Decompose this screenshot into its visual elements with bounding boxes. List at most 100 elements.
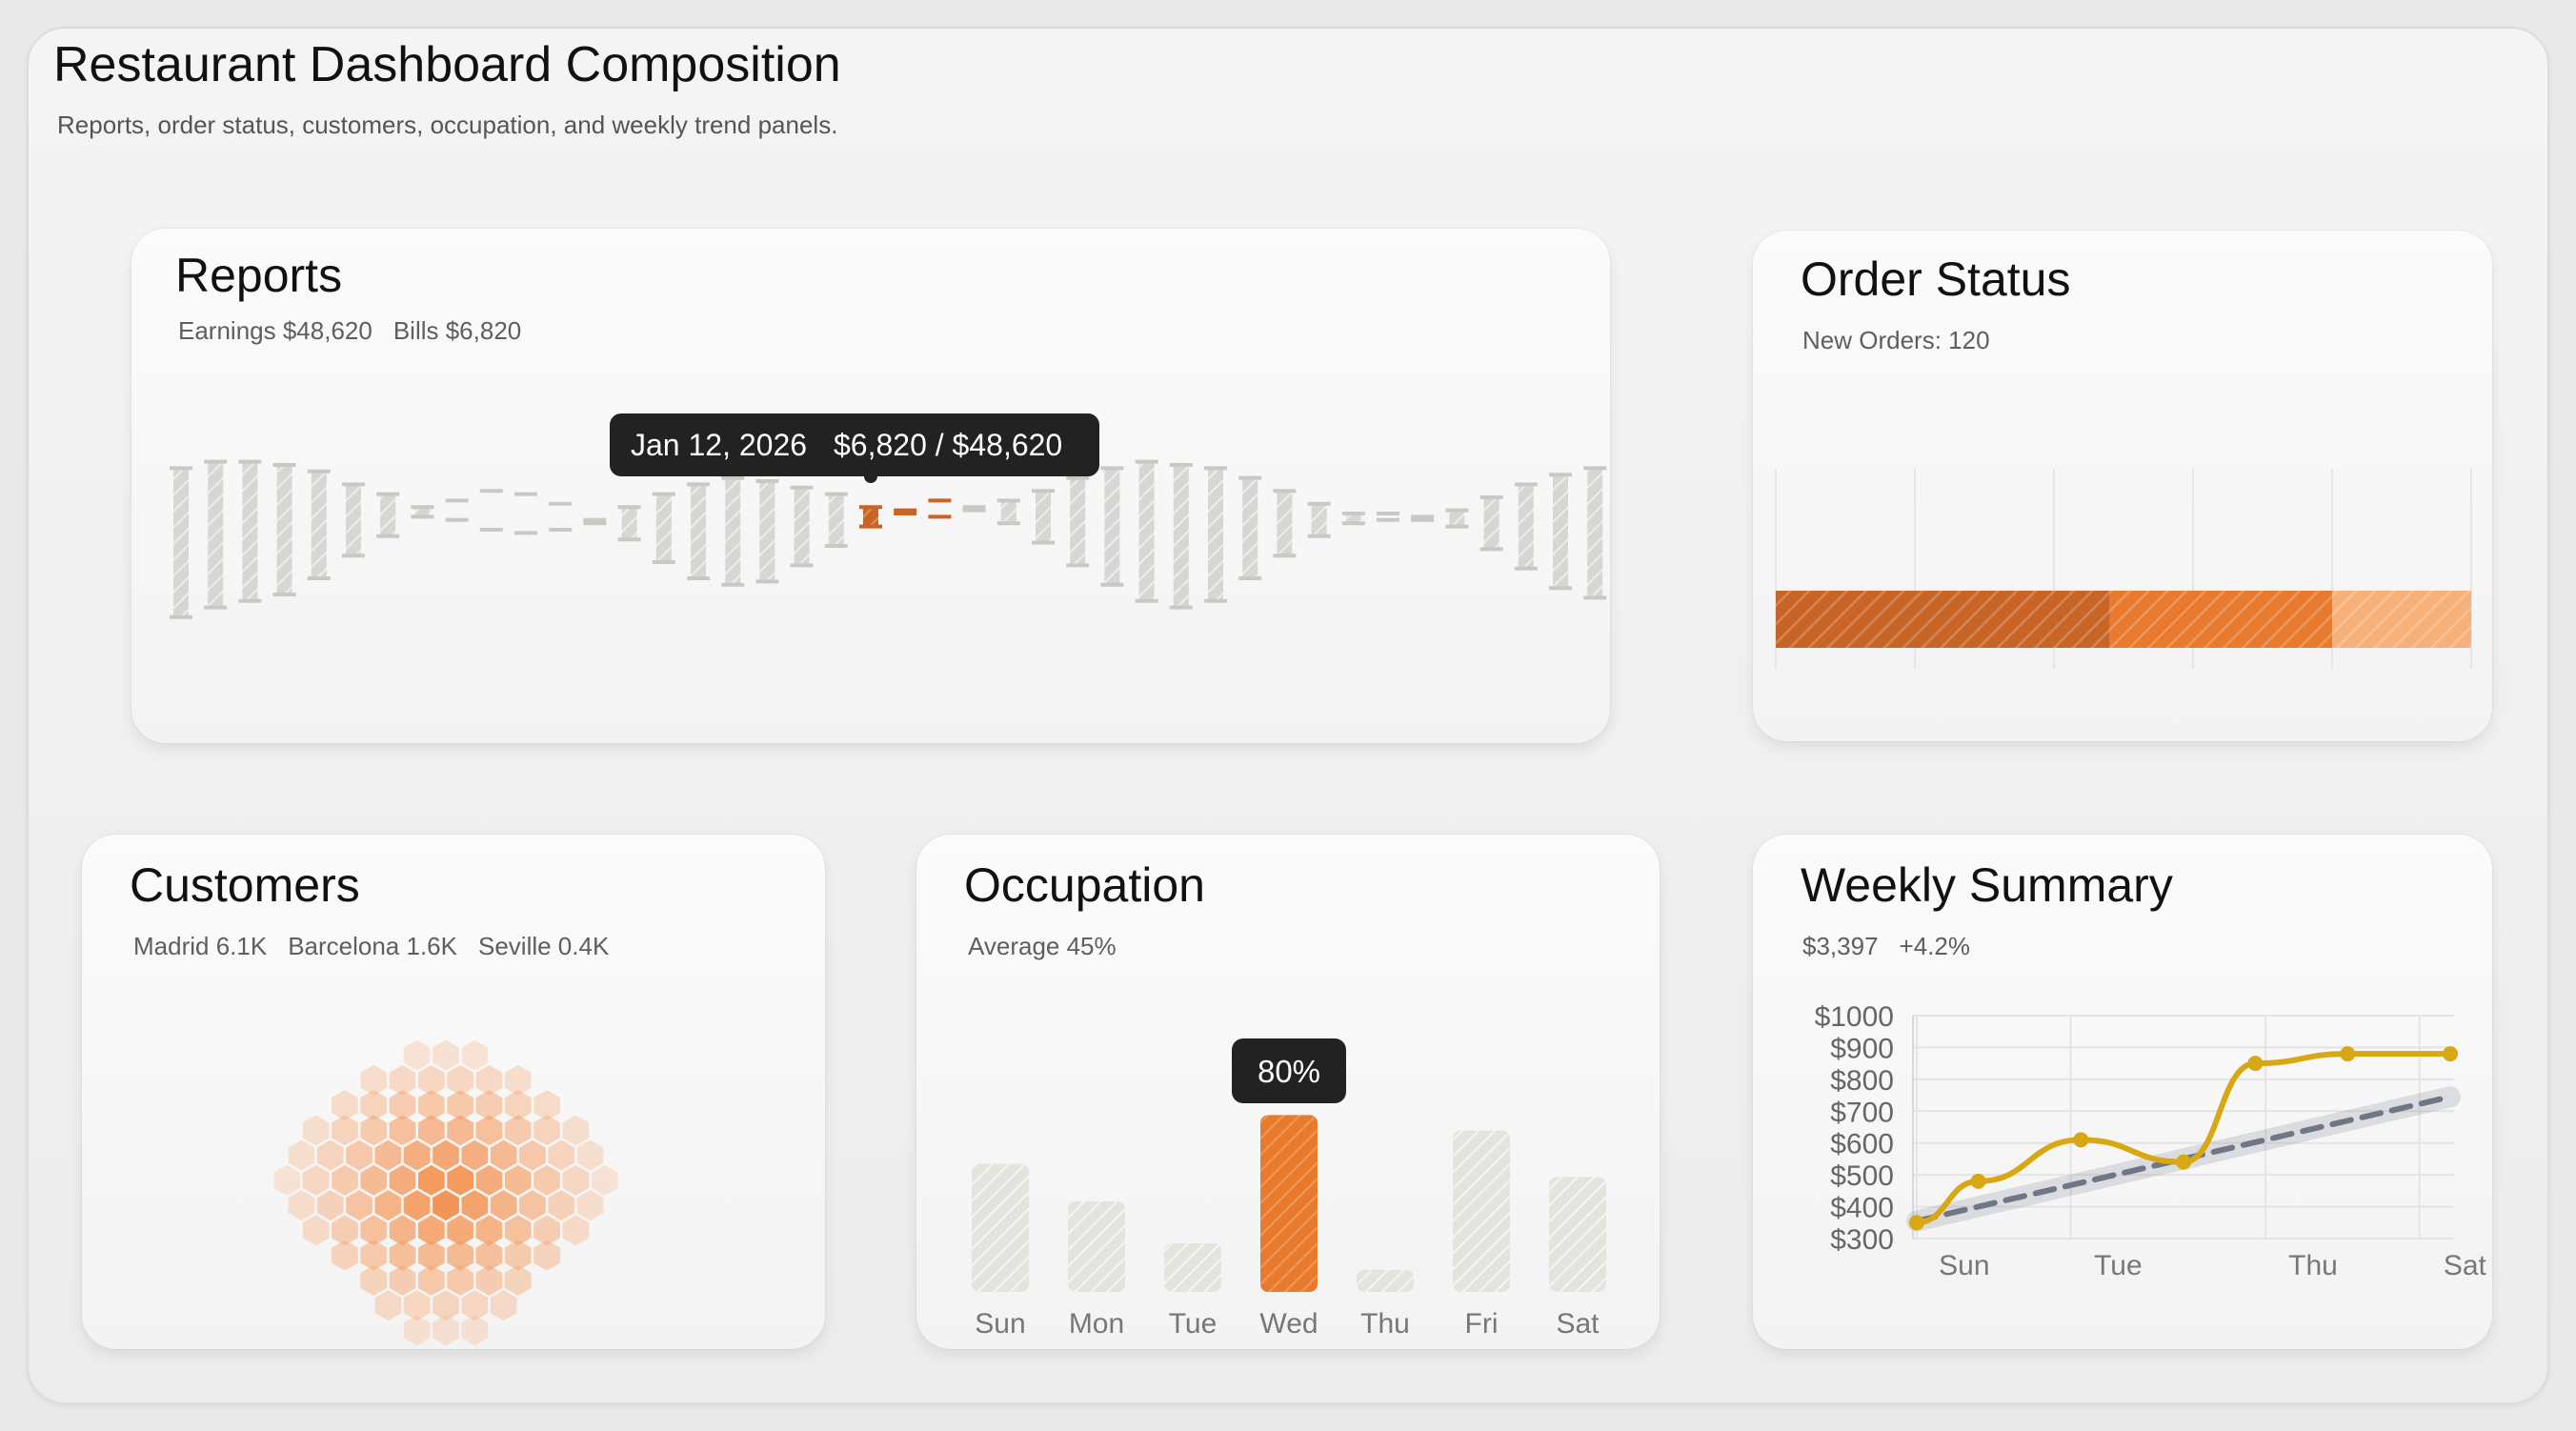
hex-cell — [490, 1139, 517, 1171]
hex-cell — [360, 1215, 388, 1246]
hex-cell — [403, 1315, 431, 1346]
report-bar — [1518, 484, 1534, 569]
hex-cell — [461, 1290, 489, 1321]
hex-cell — [433, 1315, 459, 1346]
occupation-chart: Sun Mon Tue Wed Thu Fri Sat 80% — [972, 1038, 1606, 1340]
weekly-total: $3,397 — [1802, 932, 1879, 960]
hex-cell — [332, 1090, 358, 1121]
weekly-summary-card: Weekly Summary $3,397 +4.2% $1000 $900 $800… — [1753, 835, 2492, 1349]
occupation-title: Occupation — [964, 858, 1205, 912]
weekly-y-tick: $700 — [1830, 1097, 1894, 1128]
page-title: Restaurant Dashboard Composition — [53, 37, 841, 92]
hex-cell — [389, 1164, 416, 1196]
report-bar — [1311, 503, 1327, 536]
weekly-y-tick: $600 — [1830, 1129, 1894, 1160]
hex-cell — [332, 1240, 358, 1271]
hex-cell — [332, 1115, 358, 1146]
hex-cell — [475, 1215, 503, 1246]
report-bar — [1242, 477, 1258, 578]
new-orders-label: New Orders: 120 — [1802, 326, 1990, 354]
hex-cell — [475, 1164, 503, 1196]
hex-cell — [316, 1139, 344, 1171]
hex-cell — [360, 1164, 388, 1196]
occupation-bar-thu — [1357, 1269, 1414, 1292]
weekly-y-tick: $900 — [1830, 1033, 1894, 1064]
hex-cell — [346, 1139, 372, 1171]
hex-cell — [490, 1190, 517, 1221]
hex-cell — [533, 1164, 560, 1196]
hex-cell — [288, 1139, 315, 1171]
weekly-point — [1970, 1173, 1986, 1189]
reports-tooltip-box — [610, 413, 1099, 476]
hex-cell — [403, 1039, 431, 1071]
hex-cell — [519, 1190, 546, 1221]
report-bar — [311, 471, 327, 578]
reports-tooltip-value: $6,820 / $48,620 — [834, 428, 1062, 462]
customers-cities: Madrid 6.1K Barcelona 1.6K Seville 0.4K — [133, 932, 630, 961]
occupation-bar-fri — [1453, 1130, 1510, 1292]
hex-cell — [433, 1290, 459, 1321]
report-bar — [346, 484, 361, 556]
report-bar — [794, 487, 810, 566]
report-bar — [1345, 514, 1361, 524]
hex-cell — [403, 1290, 431, 1321]
weekly-summary-chart: $1000$900$800$700$600$500$400$300 Sun Tue T… — [1815, 1001, 2487, 1281]
occupation-tooltip-box — [1232, 1038, 1346, 1103]
order-status-chart — [1775, 469, 2472, 669]
hex-cell — [389, 1090, 416, 1121]
weekly-summary-stats: $3,397 +4.2% — [1802, 932, 1991, 961]
occupation-label-sat: Sat — [1556, 1308, 1600, 1340]
hex-cell — [533, 1240, 560, 1271]
hex-cell — [302, 1215, 330, 1246]
report-bar — [414, 507, 431, 517]
hex-cell — [389, 1215, 416, 1246]
hex-cell — [562, 1215, 590, 1246]
hex-cell — [418, 1090, 445, 1121]
report-bar — [1036, 491, 1051, 543]
weekly-point — [1909, 1215, 1924, 1231]
hex-cell — [273, 1164, 301, 1196]
hex-cell — [389, 1064, 416, 1096]
weekly-y-tick: $400 — [1830, 1193, 1894, 1224]
report-bar — [863, 507, 878, 527]
order-status-title: Order Status — [1801, 252, 2071, 306]
hex-cell — [447, 1115, 473, 1146]
hex-cell — [433, 1139, 459, 1171]
hex-cell — [389, 1264, 416, 1296]
order-segment — [1776, 591, 2110, 648]
report-bar — [208, 461, 224, 608]
hex-cell — [433, 1190, 459, 1221]
hex-cell — [374, 1290, 402, 1321]
city-madrid: Madrid 6.1K — [133, 932, 268, 960]
hex-cell — [475, 1064, 503, 1096]
city-seville: Seville 0.4K — [477, 932, 610, 960]
occupation-tooltip-text: 80% — [1258, 1054, 1320, 1089]
weekly-x-tick-tue: Tue — [2094, 1250, 2143, 1281]
report-bar — [691, 484, 706, 578]
hex-cell — [302, 1164, 330, 1196]
hex-cell — [475, 1090, 503, 1121]
report-bar — [1138, 461, 1155, 601]
hex-cell — [374, 1139, 402, 1171]
hex-cell — [447, 1240, 473, 1271]
report-bar — [242, 461, 258, 601]
report-bar — [1483, 497, 1499, 550]
report-bar — [1173, 465, 1189, 608]
customers-title: Customers — [130, 858, 360, 912]
report-bar — [1000, 500, 1016, 524]
report-bar — [1070, 477, 1086, 566]
weekly-summary-title: Weekly Summary — [1801, 858, 2173, 912]
hex-cell — [360, 1115, 388, 1146]
report-bar — [1208, 468, 1223, 601]
reports-tooltip: Jan 12, 2026 $6,820 / $48,620 — [610, 413, 1099, 483]
weekly-x-tick-sun: Sun — [1939, 1250, 1989, 1281]
city-barcelona: Barcelona 1.6K — [288, 932, 457, 960]
weekly-point — [2340, 1046, 2356, 1062]
bills-label: Bills $6,820 — [392, 316, 522, 345]
hex-cell — [576, 1139, 604, 1171]
weekly-change: +4.2% — [1899, 932, 1970, 960]
hex-cell — [504, 1240, 532, 1271]
reports-tooltip-pointer — [864, 470, 877, 483]
report-bar — [1553, 474, 1568, 589]
hex-cell — [389, 1240, 416, 1271]
